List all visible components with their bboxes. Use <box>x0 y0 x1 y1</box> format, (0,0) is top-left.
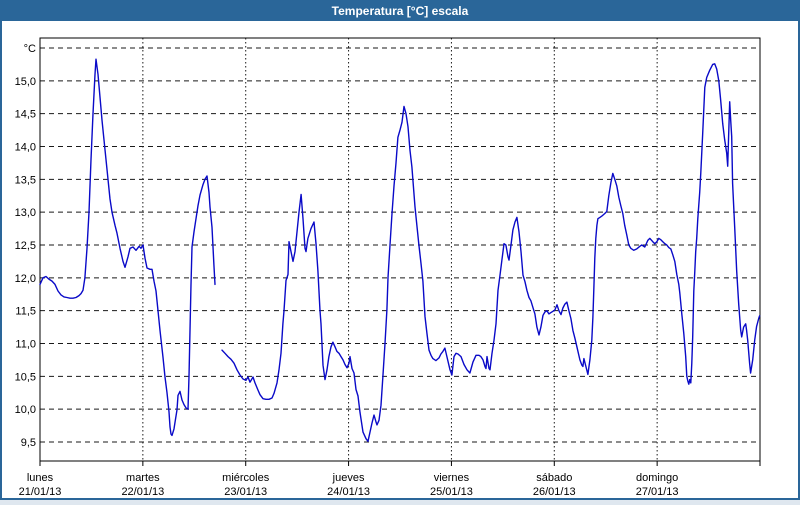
x-date-label: 27/01/13 <box>636 486 679 498</box>
x-date-label: 26/01/13 <box>533 486 576 498</box>
window-title-bar <box>0 0 800 21</box>
x-day-label: lunes <box>27 472 54 484</box>
y-tick-label: 11,0 <box>15 338 36 350</box>
y-tick-label: 14,0 <box>15 141 36 153</box>
x-date-label: 23/01/13 <box>224 486 267 498</box>
y-tick-label: 14,5 <box>15 109 36 121</box>
y-tick-label: 12,5 <box>15 240 36 252</box>
x-date-label: 24/01/13 <box>327 486 370 498</box>
plot-border <box>39 37 761 462</box>
window-title: Temperatura [°C] escala <box>332 4 469 18</box>
x-day-label: jueves <box>332 472 365 484</box>
x-date-label: 21/01/13 <box>19 486 62 498</box>
y-tick-label: 10,0 <box>15 404 36 416</box>
y-tick-label: 12,0 <box>15 273 36 285</box>
axis-labels: °C 15,0 14,5 14,0 13,5 13,0 12,5 12,0 11,5 11,0 10… <box>15 43 679 498</box>
x-day-label: domingo <box>636 472 678 484</box>
x-day-label: martes <box>126 472 160 484</box>
temperature-series-segment <box>221 63 761 442</box>
x-day-label: viernes <box>434 472 470 484</box>
y-tick-label: 10,5 <box>15 371 36 383</box>
x-day-label: miércoles <box>222 472 270 484</box>
y-tick-label: 13,5 <box>15 174 36 186</box>
y-tick-label: 15,0 <box>15 76 36 88</box>
y-tick-label: °C <box>24 43 36 55</box>
x-day-label: sábado <box>536 472 572 484</box>
y-tick-label: 9,5 <box>21 437 36 449</box>
grid-layer <box>40 38 760 461</box>
y-tick-label: 11,5 <box>15 306 36 318</box>
axis-layer <box>39 461 761 466</box>
temperature-series-segment <box>39 58 216 437</box>
series-layer <box>39 58 761 442</box>
x-date-label: 25/01/13 <box>430 486 473 498</box>
y-tick-label: 13,0 <box>15 207 36 219</box>
x-date-label: 22/01/13 <box>121 486 164 498</box>
